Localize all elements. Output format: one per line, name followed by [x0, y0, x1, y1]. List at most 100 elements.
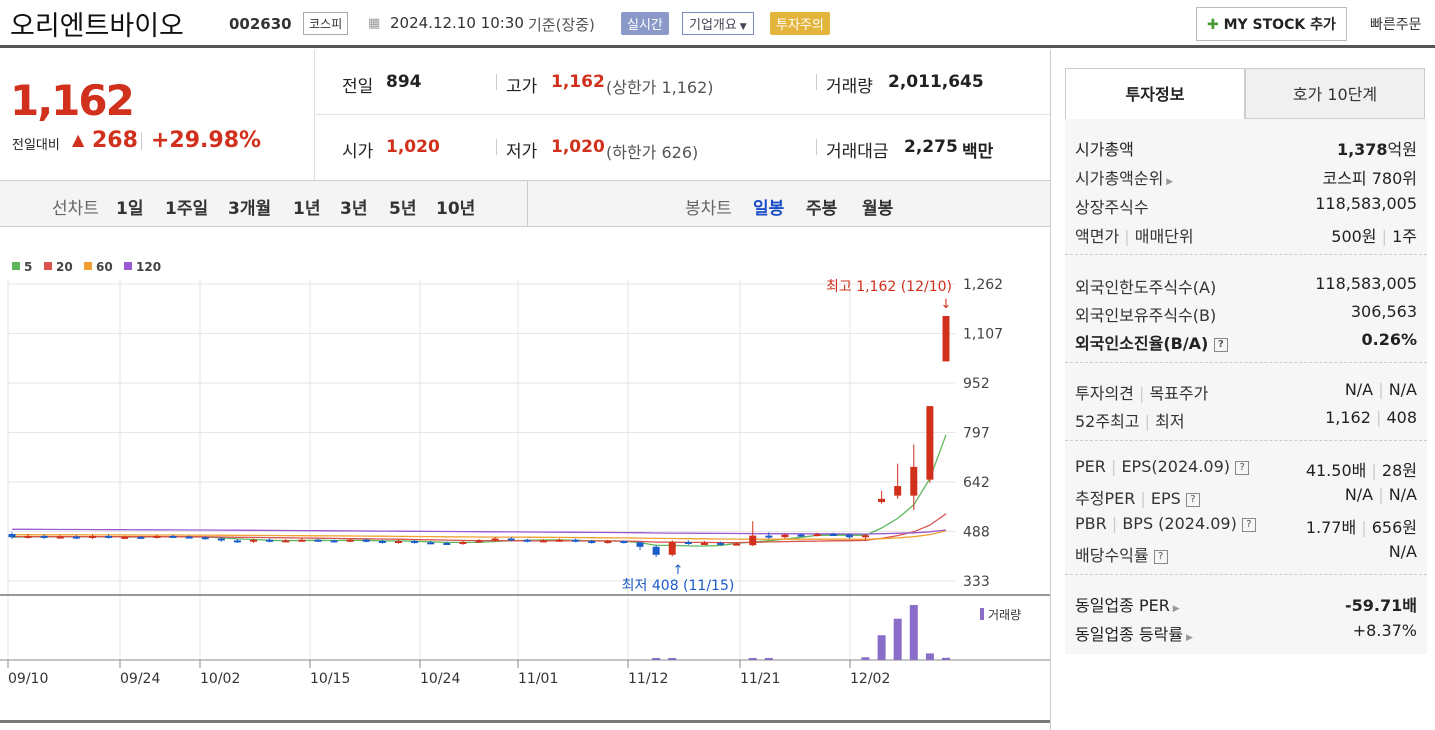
sector-change-label[interactable]: 동일업종 등락률	[1075, 625, 1184, 644]
legend-swatch	[12, 262, 20, 270]
trade-value-label: 거래대금	[826, 142, 889, 162]
low-arrow-icon: ↑	[673, 563, 684, 578]
bps-value: 656원	[1371, 518, 1417, 537]
candle-body	[89, 535, 97, 538]
lower-limit: (하한가 626)	[606, 143, 699, 162]
candle-daily[interactable]: 일봉	[753, 199, 785, 219]
bps-label: BPS (2024.09)	[1122, 514, 1237, 533]
y-tick-label: 333	[963, 574, 990, 590]
volume-bar	[925, 653, 934, 660]
candle-weekly[interactable]: 주봉	[806, 199, 838, 219]
caret-right-icon: ▶	[1183, 633, 1193, 643]
stock-name: 오리엔트바이오	[10, 11, 184, 42]
stock-code: 002630	[229, 15, 292, 33]
y-tick-label: 797	[963, 426, 990, 442]
x-tick-label: 12/02	[850, 671, 890, 687]
sector-per-label[interactable]: 동일업종 PER	[1075, 596, 1170, 615]
x-tick-label: 11/01	[518, 671, 558, 687]
candle-body	[797, 534, 805, 537]
help-icon[interactable]: ?	[1185, 492, 1200, 507]
eps-value: 28원	[1381, 461, 1417, 480]
candle-body	[829, 534, 837, 537]
candle-body	[378, 541, 386, 544]
help-icon[interactable]: ?	[1153, 549, 1168, 564]
range-10y[interactable]: 10년	[436, 199, 476, 219]
foreign-ratio-label: 외국인소진율(B/A)	[1075, 334, 1209, 353]
company-overview-dropdown[interactable]: 기업개요 ▼	[682, 12, 754, 35]
volume-label: 거래량	[826, 77, 873, 97]
volume-bar	[748, 658, 757, 660]
high-arrow-icon: ↓	[941, 297, 952, 312]
range-1w[interactable]: 1주일	[165, 199, 209, 219]
volume-bar	[893, 618, 902, 660]
foreign-hold-value: 306,563	[1350, 302, 1417, 321]
candle-body	[250, 539, 258, 542]
y-tick-label: 642	[963, 475, 990, 491]
realtime-badge[interactable]: 실시간	[621, 12, 669, 35]
add-mystock-button[interactable]: ✚ MY STOCK 추가	[1196, 7, 1347, 41]
calendar-icon: ▦	[368, 16, 381, 31]
candle-body	[330, 540, 338, 543]
candle-body	[201, 537, 209, 540]
range-1d[interactable]: 1일	[116, 199, 144, 219]
per-value: 41.50배	[1305, 461, 1367, 480]
open-value: 1,020	[386, 137, 440, 157]
candle-body	[684, 541, 692, 544]
eps-label: EPS(2024.09)	[1121, 457, 1230, 476]
open-label: 시가	[342, 142, 374, 162]
volume-bar	[652, 658, 661, 660]
candle-body	[604, 541, 612, 544]
pbr-value: 1.77배	[1305, 518, 1357, 537]
candle-body	[700, 542, 708, 545]
chart-range-bar: 선차트 1일 1주일 3개월 1년 3년 5년 10년 봉차트 일봉 주봉 월봉	[0, 180, 1050, 227]
shares-value: 118,583,005	[1315, 194, 1417, 213]
candle-body	[282, 540, 290, 543]
candle-body	[459, 541, 467, 544]
high-annotation: 최고 1,162 (12/10)	[826, 279, 952, 295]
foreign-hold-label: 외국인보유주식수(B)	[1075, 306, 1217, 325]
foreign-limit-value: 118,583,005	[1315, 274, 1417, 293]
panel-divider	[1050, 50, 1051, 730]
market-cap-number: 1,378	[1336, 140, 1388, 159]
candle-monthly[interactable]: 월봉	[862, 199, 894, 219]
quick-order-link[interactable]: 빠른주문	[1370, 17, 1422, 33]
candle-body	[137, 536, 145, 539]
range-1y[interactable]: 1년	[293, 199, 321, 219]
candle-body	[717, 542, 725, 545]
candle-body	[652, 546, 660, 555]
help-icon[interactable]: ?	[1235, 460, 1250, 475]
candle-body	[121, 536, 129, 539]
candle-body	[185, 536, 193, 539]
range-5y[interactable]: 5년	[389, 199, 417, 219]
datetime: 2024.12.10 10:30	[390, 14, 524, 32]
pbr-label: PBR	[1075, 514, 1107, 533]
candle-body	[266, 539, 274, 542]
tab-investment-info[interactable]: 투자정보	[1065, 68, 1245, 119]
volume-bar	[877, 635, 886, 660]
rank-value: 코스피 780위	[1322, 169, 1417, 188]
shares-label: 상장주식수	[1075, 198, 1149, 217]
tab-order-book[interactable]: 호가 10단계	[1245, 68, 1425, 119]
y-tick-label: 1,107	[963, 327, 1003, 343]
w52-high-value: 1,162	[1325, 408, 1371, 427]
rank-label[interactable]: 시가총액순위	[1075, 169, 1164, 188]
range-3y[interactable]: 3년	[340, 199, 368, 219]
candle-body	[813, 534, 821, 537]
candle-body	[233, 540, 241, 543]
low-value: 1,020	[551, 137, 605, 157]
chart-legend: 5 20 60 120	[12, 260, 161, 274]
caret-right-icon: ▶	[1163, 177, 1174, 187]
trade-value: 2,275	[904, 137, 958, 157]
y-axis-ticks: 1,262 1,107 952 797 642 488 333	[963, 277, 1003, 590]
help-icon[interactable]: ?	[1241, 517, 1256, 532]
per-label: PER	[1075, 457, 1106, 476]
market-badge: 코스피	[303, 12, 349, 35]
w52-high-label: 52주최고	[1075, 412, 1140, 431]
company-overview-label: 기업개요	[689, 18, 737, 33]
ma-line-60	[12, 530, 947, 540]
help-icon[interactable]: ?	[1213, 337, 1228, 352]
range-3m[interactable]: 3개월	[228, 199, 272, 219]
dividend-label: 배당수익률	[1075, 546, 1149, 565]
prev-close-value: 894	[386, 72, 422, 92]
par-label: 액면가	[1075, 227, 1120, 246]
